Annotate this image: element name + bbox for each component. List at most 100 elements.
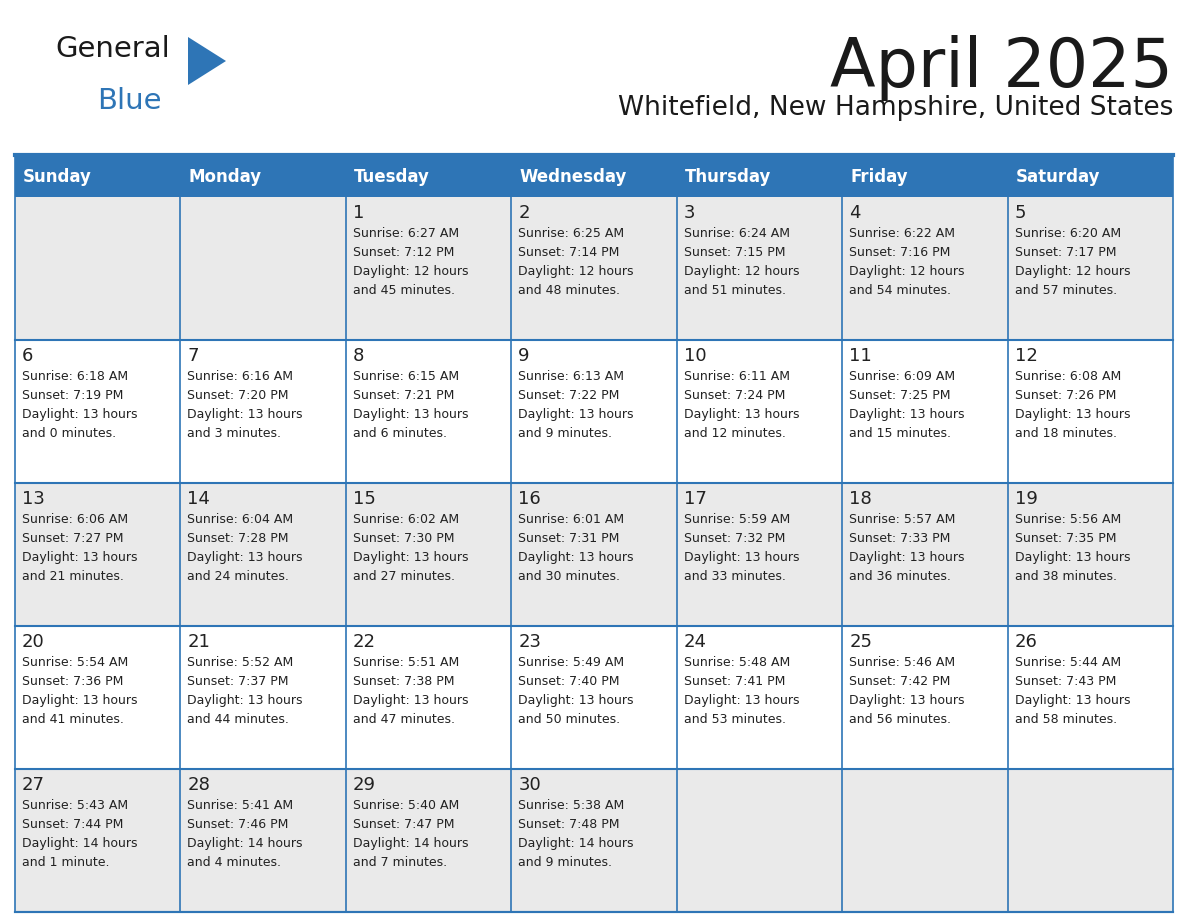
Text: Sunrise: 5:43 AM: Sunrise: 5:43 AM xyxy=(23,799,128,812)
Text: 20: 20 xyxy=(23,633,45,651)
Text: Sunset: 7:31 PM: Sunset: 7:31 PM xyxy=(518,532,620,545)
Text: Thursday: Thursday xyxy=(684,168,771,186)
Text: Sunrise: 6:15 AM: Sunrise: 6:15 AM xyxy=(353,370,459,383)
Text: 5: 5 xyxy=(1015,204,1026,222)
Text: 29: 29 xyxy=(353,776,375,794)
Text: Sunset: 7:35 PM: Sunset: 7:35 PM xyxy=(1015,532,1116,545)
Text: 15: 15 xyxy=(353,490,375,508)
Text: Daylight: 12 hours: Daylight: 12 hours xyxy=(1015,265,1130,278)
Text: and 12 minutes.: and 12 minutes. xyxy=(684,427,785,440)
Text: and 21 minutes.: and 21 minutes. xyxy=(23,570,124,583)
Text: Sunset: 7:37 PM: Sunset: 7:37 PM xyxy=(188,675,289,688)
Text: and 18 minutes.: and 18 minutes. xyxy=(1015,427,1117,440)
Text: Sunrise: 5:56 AM: Sunrise: 5:56 AM xyxy=(1015,513,1120,526)
Text: Sunset: 7:12 PM: Sunset: 7:12 PM xyxy=(353,246,454,259)
Text: 25: 25 xyxy=(849,633,872,651)
Text: April 2025: April 2025 xyxy=(830,35,1173,101)
Text: Sunset: 7:24 PM: Sunset: 7:24 PM xyxy=(684,389,785,402)
Text: Sunrise: 6:11 AM: Sunrise: 6:11 AM xyxy=(684,370,790,383)
Text: Sunset: 7:47 PM: Sunset: 7:47 PM xyxy=(353,818,454,831)
Text: Saturday: Saturday xyxy=(1016,168,1100,186)
Text: Sunset: 7:19 PM: Sunset: 7:19 PM xyxy=(23,389,124,402)
Text: Sunrise: 6:25 AM: Sunrise: 6:25 AM xyxy=(518,227,625,240)
Text: Daylight: 13 hours: Daylight: 13 hours xyxy=(23,408,138,421)
Text: Sunset: 7:43 PM: Sunset: 7:43 PM xyxy=(1015,675,1116,688)
Text: 8: 8 xyxy=(353,347,365,365)
Text: and 1 minute.: and 1 minute. xyxy=(23,856,109,869)
Text: Sunset: 7:16 PM: Sunset: 7:16 PM xyxy=(849,246,950,259)
Text: Sunset: 7:48 PM: Sunset: 7:48 PM xyxy=(518,818,620,831)
Text: Daylight: 13 hours: Daylight: 13 hours xyxy=(518,408,633,421)
Text: Sunrise: 6:20 AM: Sunrise: 6:20 AM xyxy=(1015,227,1120,240)
Text: Sunrise: 5:48 AM: Sunrise: 5:48 AM xyxy=(684,656,790,669)
Text: and 41 minutes.: and 41 minutes. xyxy=(23,713,124,726)
Text: and 48 minutes.: and 48 minutes. xyxy=(518,284,620,297)
Text: Daylight: 13 hours: Daylight: 13 hours xyxy=(849,694,965,707)
Text: Daylight: 13 hours: Daylight: 13 hours xyxy=(1015,408,1130,421)
Text: 27: 27 xyxy=(23,776,45,794)
Text: Sunset: 7:46 PM: Sunset: 7:46 PM xyxy=(188,818,289,831)
Text: Friday: Friday xyxy=(851,168,908,186)
Text: Daylight: 13 hours: Daylight: 13 hours xyxy=(684,694,800,707)
Text: 19: 19 xyxy=(1015,490,1037,508)
Text: Sunset: 7:26 PM: Sunset: 7:26 PM xyxy=(1015,389,1116,402)
Text: Sunrise: 5:46 AM: Sunrise: 5:46 AM xyxy=(849,656,955,669)
Text: Sunrise: 6:08 AM: Sunrise: 6:08 AM xyxy=(1015,370,1120,383)
Text: 17: 17 xyxy=(684,490,707,508)
Text: Sunset: 7:41 PM: Sunset: 7:41 PM xyxy=(684,675,785,688)
Text: Blue: Blue xyxy=(97,87,162,115)
Text: Sunrise: 6:01 AM: Sunrise: 6:01 AM xyxy=(518,513,625,526)
Text: 6: 6 xyxy=(23,347,33,365)
Text: 1: 1 xyxy=(353,204,365,222)
Text: Daylight: 13 hours: Daylight: 13 hours xyxy=(188,408,303,421)
Bar xyxy=(15,769,1173,912)
Text: 21: 21 xyxy=(188,633,210,651)
Text: Monday: Monday xyxy=(189,168,261,186)
Text: Sunrise: 6:18 AM: Sunrise: 6:18 AM xyxy=(23,370,128,383)
Text: and 9 minutes.: and 9 minutes. xyxy=(518,856,612,869)
Text: Sunrise: 6:27 AM: Sunrise: 6:27 AM xyxy=(353,227,459,240)
Text: Daylight: 13 hours: Daylight: 13 hours xyxy=(1015,694,1130,707)
Text: Daylight: 12 hours: Daylight: 12 hours xyxy=(849,265,965,278)
Text: Sunrise: 6:13 AM: Sunrise: 6:13 AM xyxy=(518,370,624,383)
Bar xyxy=(15,197,1173,340)
Text: and 3 minutes.: and 3 minutes. xyxy=(188,427,282,440)
Text: 12: 12 xyxy=(1015,347,1037,365)
Text: and 51 minutes.: and 51 minutes. xyxy=(684,284,785,297)
Text: Daylight: 13 hours: Daylight: 13 hours xyxy=(188,551,303,564)
Text: and 15 minutes.: and 15 minutes. xyxy=(849,427,952,440)
Text: Sunrise: 5:38 AM: Sunrise: 5:38 AM xyxy=(518,799,625,812)
Bar xyxy=(15,626,1173,769)
Text: 7: 7 xyxy=(188,347,198,365)
Text: and 7 minutes.: and 7 minutes. xyxy=(353,856,447,869)
Text: and 57 minutes.: and 57 minutes. xyxy=(1015,284,1117,297)
Text: Tuesday: Tuesday xyxy=(354,168,430,186)
Text: 30: 30 xyxy=(518,776,541,794)
Text: Sunrise: 6:04 AM: Sunrise: 6:04 AM xyxy=(188,513,293,526)
Text: Sunset: 7:14 PM: Sunset: 7:14 PM xyxy=(518,246,620,259)
Text: 11: 11 xyxy=(849,347,872,365)
Text: Sunset: 7:40 PM: Sunset: 7:40 PM xyxy=(518,675,620,688)
Text: Sunset: 7:20 PM: Sunset: 7:20 PM xyxy=(188,389,289,402)
Text: 22: 22 xyxy=(353,633,375,651)
Text: Daylight: 13 hours: Daylight: 13 hours xyxy=(849,408,965,421)
Text: 16: 16 xyxy=(518,490,541,508)
Text: Sunrise: 5:44 AM: Sunrise: 5:44 AM xyxy=(1015,656,1120,669)
Text: Whitefield, New Hampshire, United States: Whitefield, New Hampshire, United States xyxy=(618,95,1173,121)
Text: Wednesday: Wednesday xyxy=(519,168,626,186)
Text: and 47 minutes.: and 47 minutes. xyxy=(353,713,455,726)
Bar xyxy=(15,340,1173,483)
Text: Sunset: 7:33 PM: Sunset: 7:33 PM xyxy=(849,532,950,545)
Text: Sunrise: 5:52 AM: Sunrise: 5:52 AM xyxy=(188,656,293,669)
Text: General: General xyxy=(55,35,170,63)
Text: 4: 4 xyxy=(849,204,860,222)
Text: Daylight: 13 hours: Daylight: 13 hours xyxy=(23,694,138,707)
Text: Sunrise: 6:16 AM: Sunrise: 6:16 AM xyxy=(188,370,293,383)
Text: Daylight: 13 hours: Daylight: 13 hours xyxy=(684,408,800,421)
Text: 9: 9 xyxy=(518,347,530,365)
Text: Sunday: Sunday xyxy=(23,168,91,186)
Text: Daylight: 12 hours: Daylight: 12 hours xyxy=(518,265,633,278)
Text: and 36 minutes.: and 36 minutes. xyxy=(849,570,952,583)
Text: and 53 minutes.: and 53 minutes. xyxy=(684,713,785,726)
Text: Daylight: 13 hours: Daylight: 13 hours xyxy=(849,551,965,564)
